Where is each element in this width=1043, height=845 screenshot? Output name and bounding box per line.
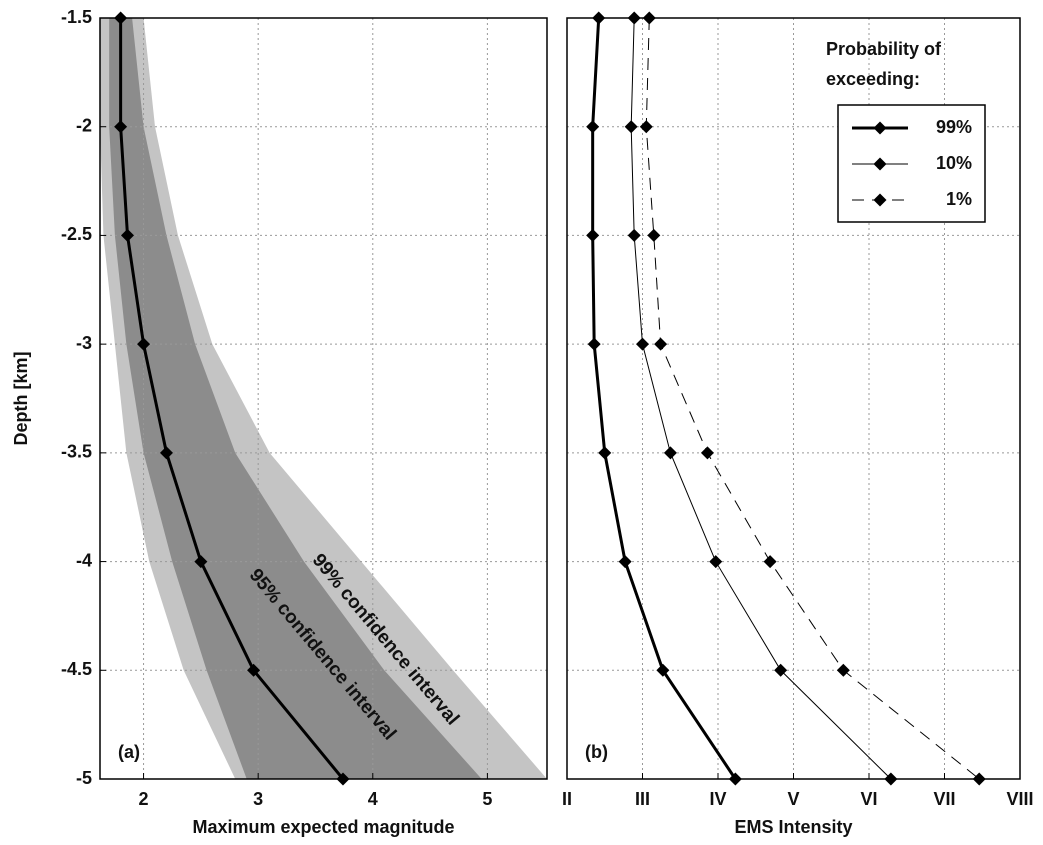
x-tick-label: IV: [709, 789, 726, 809]
data-point: [114, 11, 128, 25]
data-point: [592, 11, 606, 25]
data-point: [247, 663, 261, 677]
data-point: [598, 446, 612, 460]
data-point: [656, 663, 670, 677]
x-tick-label: 5: [482, 789, 492, 809]
data-point: [836, 663, 850, 677]
data-point: [663, 446, 677, 460]
y-tick-label: -4: [76, 550, 92, 570]
data-point: [642, 11, 656, 25]
data-point: [647, 228, 661, 242]
data-point: [627, 228, 641, 242]
plot-frame: [99, 17, 548, 780]
data-point: [763, 555, 777, 569]
data-point: [618, 555, 632, 569]
data-line: [645, 17, 980, 780]
y-tick-label: -3.5: [61, 442, 92, 462]
x-tick-label: 4: [368, 789, 378, 809]
x-tick-label: 2: [139, 789, 149, 809]
x-tick-label: VI: [860, 789, 877, 809]
legend-marker: [873, 193, 887, 207]
data-line: [591, 17, 737, 780]
y-tick-label: -5: [76, 768, 92, 788]
data-point: [137, 337, 151, 351]
confidence-band: [109, 18, 482, 779]
data-point: [639, 120, 653, 134]
y-tick-label: -4.5: [61, 659, 92, 679]
data-point: [194, 555, 208, 569]
data-point: [114, 120, 128, 134]
y-axis-label: Depth [km]: [11, 352, 31, 446]
data-point: [709, 555, 723, 569]
data-point: [700, 446, 714, 460]
x-tick-label: VIII: [1006, 789, 1033, 809]
data-line: [119, 18, 345, 780]
data-point: [336, 772, 350, 786]
legend-marker: [873, 157, 887, 171]
x-tick-label: III: [635, 789, 650, 809]
legend-label: 10%: [936, 153, 972, 173]
y-tick-label: -2.5: [61, 224, 92, 244]
data-point: [636, 337, 649, 351]
data-point: [624, 120, 638, 134]
x-axis-label: EMS Intensity: [734, 817, 852, 837]
data-point: [972, 772, 986, 786]
x-tick-label: II: [562, 789, 572, 809]
data-point: [586, 228, 600, 242]
data-point: [159, 446, 173, 460]
y-tick-label: -2: [76, 115, 92, 135]
legend-label: 99%: [936, 117, 972, 137]
data-point: [587, 337, 601, 351]
panel-annotation: (b): [585, 742, 608, 762]
panel-annotation: (a): [118, 742, 140, 762]
legend-marker: [873, 121, 887, 135]
x-axis-label: Maximum expected magnitude: [192, 817, 454, 837]
data-line: [630, 17, 892, 780]
y-tick-label: -1.5: [61, 7, 92, 27]
x-tick-label: VII: [933, 789, 955, 809]
x-tick-label: V: [787, 789, 799, 809]
data-point: [884, 772, 898, 786]
data-point: [586, 120, 600, 134]
y-tick-label: -3: [76, 333, 92, 353]
data-point: [774, 663, 788, 677]
data-point: [654, 337, 668, 351]
data-point: [627, 11, 641, 25]
x-tick-label: 3: [253, 789, 263, 809]
legend-label: 1%: [946, 189, 972, 209]
data-point: [728, 772, 742, 786]
data-point: [121, 228, 135, 242]
legend-title: Probability of exceeding:: [826, 39, 942, 89]
